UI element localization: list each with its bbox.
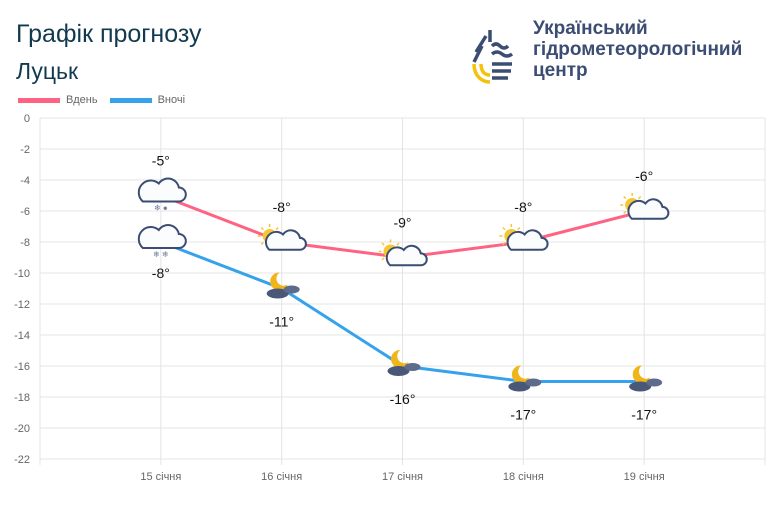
moon-cloud-icon — [508, 365, 542, 392]
cloud-shape — [506, 229, 549, 251]
ray — [517, 226, 521, 231]
x-tick-label: 17 січня — [382, 471, 423, 483]
data-label: -8° — [514, 199, 532, 215]
data-label: -17° — [631, 407, 657, 423]
cloud-shape — [627, 198, 670, 220]
org-line: гідрометеорологічний — [533, 39, 743, 60]
city-name: Луцьк — [16, 58, 79, 84]
ray — [260, 226, 264, 231]
y-tick-label: -14 — [14, 330, 30, 342]
y-tick-label: -8 — [20, 237, 30, 249]
y-tick-label: -22 — [14, 454, 30, 466]
org-name: Український гідрометеорологічний центр — [533, 18, 742, 81]
data-label: -11° — [269, 314, 294, 330]
ray — [381, 257, 385, 261]
y-tick-label: -18 — [14, 392, 30, 404]
ray — [381, 242, 385, 246]
y-tick-label: -12 — [14, 299, 30, 311]
cloud-snow-icon: ❄ ❄ — [137, 224, 187, 259]
dark-cloud — [629, 381, 652, 392]
ray — [502, 241, 506, 246]
dark-cloud — [266, 288, 289, 299]
moon — [391, 349, 409, 368]
cloud-shape — [265, 229, 307, 251]
data-label: -17° — [510, 407, 536, 423]
legend-swatch-day[interactable] — [18, 97, 60, 103]
y-tick-label: -4 — [20, 175, 30, 187]
ray — [638, 195, 642, 200]
sun-cloud-icon — [499, 224, 549, 251]
y-tick-label: 0 — [24, 113, 30, 125]
dark-cloud — [387, 366, 410, 376]
x-tick-label: 19 січня — [624, 471, 665, 483]
dark-cloud — [525, 378, 542, 387]
ray — [260, 241, 264, 246]
sun-cloud-icon — [257, 224, 307, 251]
moon-cloud-icon — [629, 365, 663, 392]
cloud-shape — [137, 177, 187, 203]
ray — [623, 210, 627, 215]
sun-cloud-icon — [620, 193, 670, 220]
cloud-shape — [385, 244, 428, 267]
moon-cloud-icon — [387, 349, 421, 376]
y-tick-label: -2 — [20, 144, 30, 156]
y-tick-label: -20 — [14, 423, 30, 435]
legend: Вдень Вночі — [18, 94, 185, 106]
dark-cloud — [404, 363, 421, 371]
moon — [511, 365, 530, 384]
precip-glyph: ❄ ❄ — [153, 250, 169, 259]
ray — [502, 226, 506, 231]
org-line: Український — [533, 18, 648, 39]
ray — [623, 195, 627, 200]
precip-glyph: ❄ ● — [154, 204, 168, 213]
y-tick-label: -6 — [20, 206, 30, 218]
data-label: -8° — [273, 199, 291, 215]
data-label: -9° — [393, 215, 411, 231]
dark-cloud — [646, 378, 663, 387]
data-label: -6° — [635, 168, 653, 184]
org-line: центр — [533, 60, 588, 81]
ray — [396, 242, 400, 246]
moon — [632, 365, 651, 384]
dark-cloud — [508, 381, 531, 392]
legend-day[interactable]: Вдень — [66, 94, 98, 106]
page-title: Графік прогнозу — [16, 20, 202, 48]
legend-swatch-night[interactable] — [109, 97, 152, 103]
data-label: -16° — [390, 391, 416, 407]
x-tick-label: 16 січня — [261, 471, 302, 483]
data-label: -5° — [152, 153, 170, 169]
data-label: -8° — [152, 265, 170, 281]
cloud-shape — [137, 224, 187, 249]
y-tick-label: -16 — [14, 361, 30, 373]
cloud-snow-rain-icon: ❄ ● — [137, 177, 187, 213]
ray — [275, 226, 279, 231]
x-tick-label: 15 січня — [140, 471, 181, 483]
y-tick-label: -10 — [14, 268, 30, 280]
sun-cloud-icon — [378, 239, 428, 267]
legend-night[interactable]: Вночі — [157, 94, 186, 106]
moon-cloud-icon — [266, 272, 300, 299]
x-tick-label: 18 січня — [503, 471, 544, 483]
dark-cloud — [283, 285, 300, 294]
moon — [270, 272, 288, 291]
